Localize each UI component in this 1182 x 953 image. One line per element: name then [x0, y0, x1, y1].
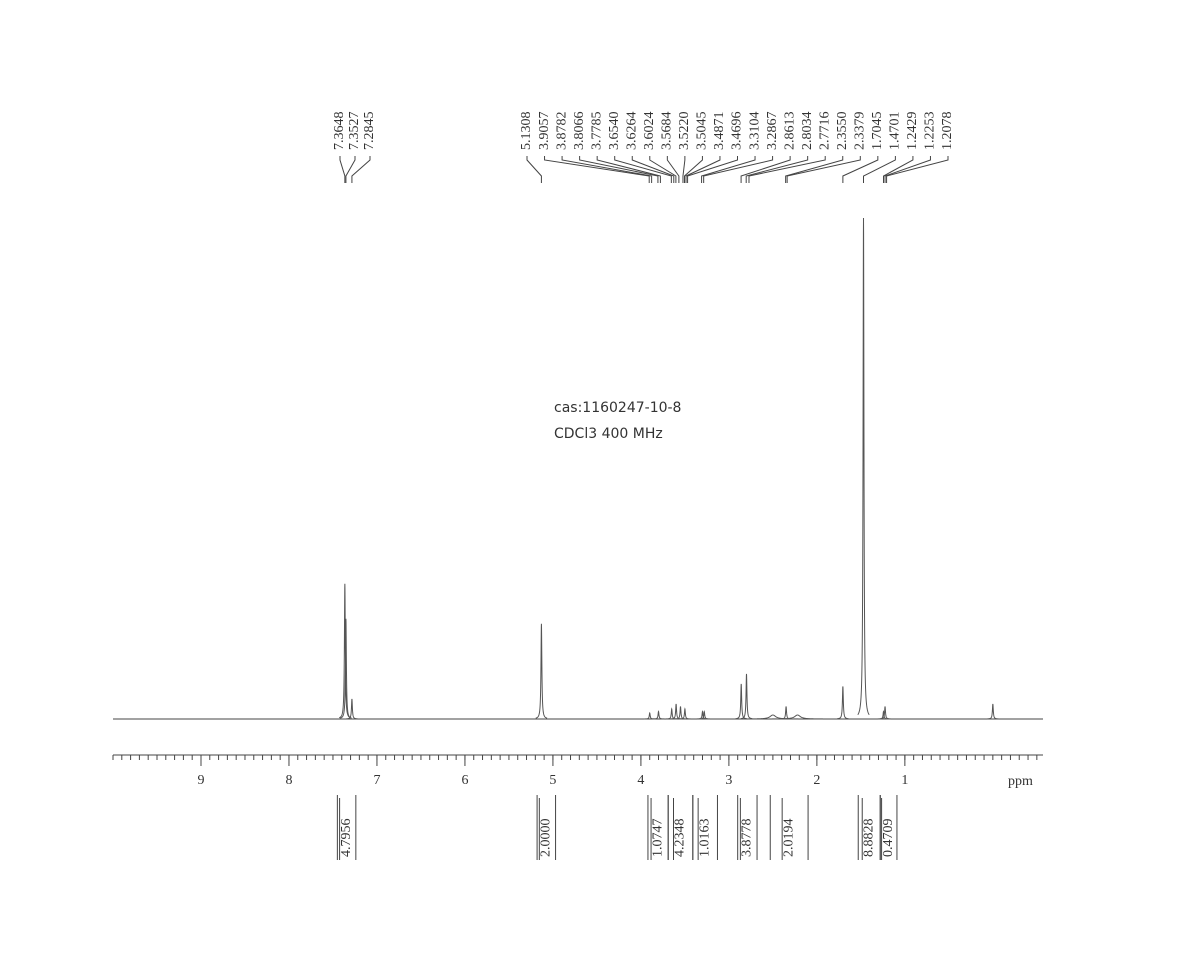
- peak-label: 1.2429: [905, 112, 920, 151]
- x-tick-label: 5: [549, 773, 556, 788]
- peak-leader: [863, 156, 896, 183]
- peak-label: 1.4701: [888, 112, 903, 151]
- peak-leader: [745, 156, 809, 183]
- peak-label: 2.3379: [853, 112, 868, 151]
- peak-leader: [882, 156, 914, 183]
- peak-label: 2.8613: [782, 112, 797, 151]
- peak-label: 3.4871: [712, 112, 727, 151]
- spectrum-peak: [735, 683, 747, 720]
- peak-leader: [579, 156, 659, 183]
- peak-label: 3.4696: [730, 112, 745, 151]
- x-tick-label: 9: [197, 773, 204, 788]
- annotation: CDCl3 400 MHz: [554, 426, 663, 442]
- spectrum-peak: [644, 711, 656, 720]
- peak-label: 2.3550: [835, 112, 850, 151]
- x-tick-label: 3: [725, 773, 732, 788]
- integral-label: 2.0194: [781, 819, 796, 858]
- peak-label: 3.7785: [589, 112, 604, 151]
- spectrum-peak: [772, 714, 823, 720]
- annotation: cas:1160247-10-8: [554, 400, 681, 416]
- peak-label: 3.3104: [747, 112, 762, 151]
- peak-label: 3.5684: [660, 112, 675, 151]
- peak-label: 1.2078: [940, 112, 955, 151]
- spectrum-peak: [698, 710, 711, 720]
- peak-label: 3.6264: [624, 112, 639, 151]
- peak-label: 3.5045: [695, 112, 710, 151]
- peak-leader: [684, 156, 703, 183]
- peak-label: 3.6024: [642, 112, 657, 151]
- spectrum-peak: [837, 686, 849, 720]
- peak-leader: [631, 156, 675, 183]
- integral-label: 2.0000: [539, 819, 554, 858]
- peak-leader: [614, 156, 672, 183]
- peak-leader: [526, 156, 542, 183]
- peak-leader: [687, 156, 738, 183]
- integral-label: 1.0163: [697, 819, 712, 858]
- peak-leader: [748, 156, 826, 183]
- spectrum-peak: [679, 707, 691, 720]
- peak-leader: [682, 156, 686, 183]
- spectrum-peak: [879, 706, 891, 720]
- spectrum-peak: [652, 710, 665, 720]
- peak-leader: [701, 156, 756, 183]
- peak-label: 7.2845: [362, 112, 377, 151]
- spectrum-peak: [340, 618, 352, 719]
- peak-leader: [842, 156, 879, 183]
- peak-label: 1.2253: [923, 112, 938, 151]
- peak-label: 5.1308: [519, 112, 534, 151]
- peak-label: 3.8066: [572, 112, 587, 151]
- x-tick-label: 8: [285, 773, 292, 788]
- peak-leader: [339, 156, 346, 183]
- x-tick-label: 1: [901, 773, 908, 788]
- peak-leader: [703, 156, 774, 183]
- peak-leader: [786, 156, 861, 183]
- x-tick-label: 4: [637, 773, 644, 788]
- peak-leader: [561, 156, 653, 183]
- x-tick-label: 7: [373, 773, 380, 788]
- spectrum-peak: [987, 703, 999, 720]
- spectrum-peak: [674, 706, 687, 720]
- peak-leader: [351, 156, 371, 183]
- integral-label: 1.0747: [650, 819, 665, 858]
- integral-label: 0.4709: [881, 819, 896, 858]
- peak-leader: [685, 156, 721, 183]
- peak-leader: [785, 156, 844, 183]
- spectrum-peak: [346, 698, 358, 720]
- peak-leader: [544, 156, 650, 183]
- peak-label: 1.7045: [870, 112, 885, 151]
- peak-leader: [649, 156, 677, 183]
- spectrum-peak: [857, 217, 870, 716]
- peak-label: 7.3527: [347, 112, 362, 151]
- integral-label: 4.7956: [339, 819, 354, 858]
- spectrum-peak: [535, 623, 548, 719]
- peak-label: 3.9057: [537, 112, 552, 151]
- integral-label: 3.8778: [740, 819, 755, 858]
- peak-label: 3.5220: [677, 112, 692, 151]
- peak-label: 2.7716: [817, 112, 832, 151]
- peak-leader: [884, 156, 931, 183]
- peak-leader: [345, 156, 356, 183]
- peak-label: 3.2867: [765, 112, 780, 151]
- peak-label: 3.8782: [554, 112, 569, 151]
- x-tick-label: 2: [813, 773, 820, 788]
- spectrum-peak: [740, 673, 753, 720]
- peak-leader: [596, 156, 661, 183]
- peak-label: 7.3648: [332, 112, 347, 151]
- peak-leader: [886, 156, 949, 183]
- peak-leader: [666, 156, 680, 183]
- x-axis-label: ppm: [1008, 774, 1033, 789]
- spectrum-peak: [780, 706, 792, 720]
- peak-label: 2.8034: [800, 112, 815, 151]
- integral-label: 4.2348: [673, 819, 688, 858]
- peak-label: 3.6540: [607, 112, 622, 151]
- x-tick-label: 6: [461, 773, 468, 788]
- peak-leader: [740, 156, 791, 183]
- integral-label: 8.8828: [861, 819, 876, 858]
